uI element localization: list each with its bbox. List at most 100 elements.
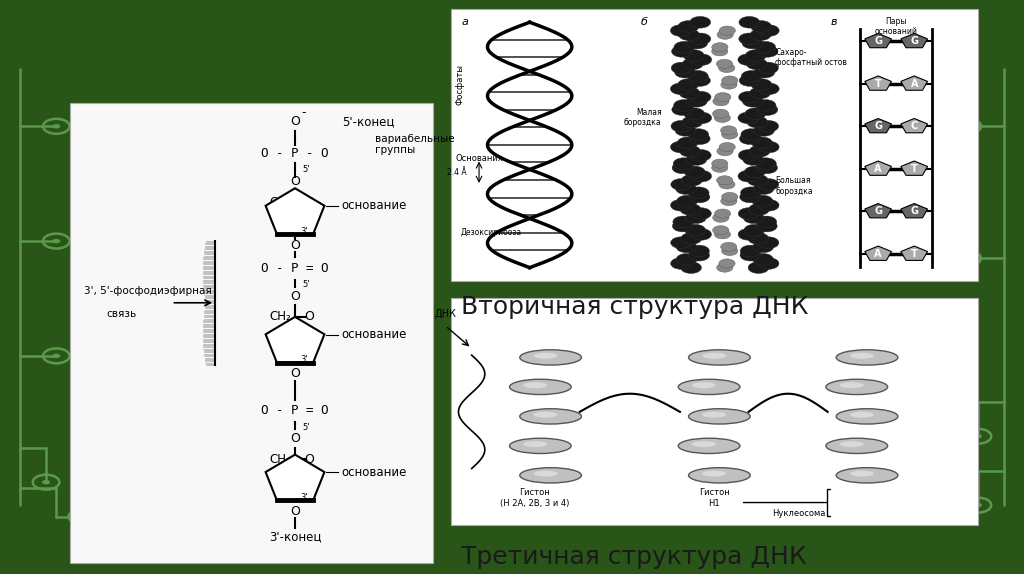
Text: Большая
бороздка: Большая бороздка: [775, 176, 813, 196]
Text: 3'-конец: 3'-конец: [269, 531, 322, 544]
Text: O: O: [290, 115, 300, 128]
Circle shape: [738, 170, 759, 182]
Circle shape: [678, 21, 699, 32]
Circle shape: [717, 30, 733, 39]
Circle shape: [757, 104, 778, 115]
Ellipse shape: [520, 409, 582, 424]
Circle shape: [684, 108, 705, 119]
Circle shape: [677, 195, 697, 207]
Circle shape: [717, 176, 733, 185]
Circle shape: [722, 76, 738, 85]
Circle shape: [759, 25, 779, 36]
Circle shape: [744, 224, 765, 236]
Ellipse shape: [510, 438, 571, 453]
Circle shape: [682, 116, 702, 128]
Circle shape: [684, 166, 706, 178]
Circle shape: [675, 125, 696, 136]
Circle shape: [749, 204, 769, 215]
Text: основание: основание: [341, 466, 407, 479]
Polygon shape: [865, 204, 892, 218]
Circle shape: [722, 246, 738, 255]
Circle shape: [722, 130, 738, 139]
Circle shape: [746, 116, 768, 128]
Circle shape: [754, 125, 774, 136]
Circle shape: [721, 80, 737, 89]
Circle shape: [719, 259, 735, 268]
Text: Сахаро-
фосфатный остов: Сахаро- фосфатный остов: [775, 48, 847, 67]
Text: ДНК: ДНК: [434, 309, 457, 319]
Text: A: A: [910, 79, 918, 89]
Ellipse shape: [840, 441, 863, 447]
Circle shape: [742, 37, 763, 49]
Circle shape: [750, 87, 770, 99]
Circle shape: [751, 21, 771, 32]
Ellipse shape: [826, 438, 888, 453]
Text: 3': 3': [300, 227, 308, 236]
Circle shape: [750, 145, 770, 157]
Circle shape: [719, 26, 735, 35]
Text: Вторичная структура ДНК: Вторичная структура ДНК: [461, 295, 808, 319]
Circle shape: [681, 174, 702, 186]
Circle shape: [974, 434, 982, 439]
Text: а: а: [461, 17, 468, 27]
Text: G: G: [874, 121, 882, 131]
Text: 2.4 Å: 2.4 Å: [446, 168, 466, 177]
Circle shape: [672, 162, 693, 174]
Circle shape: [721, 242, 737, 251]
Ellipse shape: [523, 382, 547, 388]
Circle shape: [690, 91, 711, 103]
Text: Гистон
H1: Гистон H1: [698, 488, 730, 507]
Circle shape: [679, 29, 699, 41]
Circle shape: [673, 216, 693, 228]
Circle shape: [758, 141, 779, 153]
Text: O: O: [290, 432, 300, 445]
Circle shape: [685, 212, 707, 223]
Circle shape: [758, 199, 779, 211]
Ellipse shape: [850, 471, 873, 476]
Ellipse shape: [688, 468, 751, 483]
Text: Нуклеосома: Нуклеосома: [772, 509, 825, 518]
Circle shape: [758, 121, 778, 132]
Circle shape: [757, 162, 777, 174]
Text: CH₂: CH₂: [269, 453, 292, 466]
Text: O - P - O: O - P - O: [261, 148, 329, 160]
Circle shape: [713, 226, 729, 235]
Ellipse shape: [678, 379, 740, 394]
Circle shape: [739, 191, 761, 203]
Bar: [451, 298, 978, 525]
Circle shape: [742, 154, 764, 165]
Circle shape: [676, 183, 696, 195]
Polygon shape: [865, 118, 892, 133]
Circle shape: [717, 263, 733, 272]
Circle shape: [671, 25, 691, 36]
Ellipse shape: [702, 412, 726, 418]
Circle shape: [671, 199, 691, 211]
Circle shape: [712, 42, 728, 52]
Text: G: G: [910, 36, 919, 46]
Circle shape: [740, 245, 761, 257]
Bar: [70, 103, 433, 563]
Circle shape: [679, 87, 700, 99]
Circle shape: [691, 54, 712, 65]
Polygon shape: [865, 246, 892, 261]
Circle shape: [671, 83, 691, 95]
Circle shape: [52, 354, 60, 358]
Circle shape: [964, 256, 972, 261]
Circle shape: [688, 129, 709, 141]
Text: 3': 3': [300, 355, 308, 364]
Text: Третичная структура ДНК: Третичная структура ДНК: [461, 545, 807, 569]
Circle shape: [740, 187, 762, 199]
Circle shape: [671, 179, 691, 191]
Text: O: O: [290, 505, 300, 518]
Circle shape: [752, 195, 773, 207]
Circle shape: [671, 121, 692, 132]
Text: T: T: [910, 249, 918, 259]
Circle shape: [676, 254, 697, 265]
Ellipse shape: [837, 468, 898, 483]
Text: C: C: [910, 121, 918, 131]
Ellipse shape: [678, 438, 740, 453]
Text: G: G: [910, 207, 919, 216]
Ellipse shape: [692, 441, 716, 447]
Ellipse shape: [702, 471, 726, 476]
Polygon shape: [901, 246, 928, 261]
